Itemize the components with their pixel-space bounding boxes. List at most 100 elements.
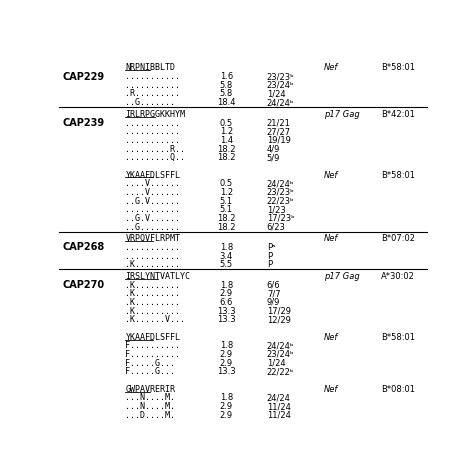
Text: CAP270: CAP270 [63, 280, 105, 290]
Text: NRPNIBBLTD: NRPNIBBLTD [125, 64, 175, 73]
Text: .K.........: .K......... [125, 307, 181, 316]
Text: 22/23ᵇ: 22/23ᵇ [267, 197, 294, 206]
Text: P: P [267, 260, 272, 269]
Text: ....V......: ....V...... [125, 179, 181, 188]
Text: 17/29: 17/29 [267, 307, 291, 316]
Text: 11/24: 11/24 [267, 402, 291, 411]
Text: .K.........: .K......... [125, 260, 181, 269]
Text: 1.8: 1.8 [220, 341, 233, 350]
Text: B*58:01: B*58:01 [381, 64, 415, 73]
Text: ...........: ........... [125, 72, 181, 81]
Text: 17/23ᵇ: 17/23ᵇ [267, 214, 294, 223]
Text: 2.9: 2.9 [220, 402, 233, 411]
Text: GWPAVRERIR: GWPAVRERIR [125, 385, 175, 394]
Text: 0.5: 0.5 [220, 179, 233, 188]
Text: 24/24ᵇ: 24/24ᵇ [267, 179, 294, 188]
Text: F.....G...: F.....G... [125, 367, 175, 376]
Text: ...........: ........... [125, 127, 181, 136]
Text: 1/24: 1/24 [267, 90, 285, 99]
Text: ....V......: ....V...... [125, 188, 181, 197]
Text: 19/19: 19/19 [267, 136, 291, 145]
Text: 22/22ᵇ: 22/22ᵇ [267, 367, 294, 376]
Text: 13.3: 13.3 [217, 307, 236, 316]
Text: 1.2: 1.2 [220, 188, 233, 197]
Text: 6/23: 6/23 [267, 223, 286, 232]
Text: 3.4: 3.4 [220, 252, 233, 261]
Text: .K......V...: .K......V... [125, 315, 185, 324]
Text: ...N....M.: ...N....M. [125, 393, 175, 402]
Text: 13.3: 13.3 [217, 367, 236, 376]
Text: 1.8: 1.8 [220, 393, 233, 402]
Text: B*58:01: B*58:01 [381, 171, 415, 180]
Text: 2.9: 2.9 [220, 350, 233, 359]
Text: P: P [267, 252, 272, 261]
Text: 4/9: 4/9 [267, 145, 280, 154]
Text: F..........: F.......... [125, 350, 181, 359]
Text: 2.9: 2.9 [220, 410, 233, 419]
Text: 2.9: 2.9 [220, 289, 233, 298]
Text: .........R..: .........R.. [125, 145, 185, 154]
Text: 18.4: 18.4 [217, 98, 236, 107]
Text: Nef: Nef [324, 171, 338, 180]
Text: 5.1: 5.1 [220, 197, 233, 206]
Text: .K.........: .K......... [125, 289, 181, 298]
Text: 7/7: 7/7 [267, 289, 281, 298]
Text: .R.........: .R......... [125, 90, 181, 99]
Text: p17 Gag: p17 Gag [324, 110, 359, 119]
Text: A*30:02: A*30:02 [381, 272, 415, 281]
Text: .K.........: .K......... [125, 281, 181, 290]
Text: 18.2: 18.2 [217, 214, 236, 223]
Text: ...........: ........... [125, 252, 181, 261]
Text: 5/9: 5/9 [267, 153, 280, 162]
Text: 27/27: 27/27 [267, 127, 291, 136]
Text: ..G.V......: ..G.V...... [125, 197, 181, 206]
Text: 1.8: 1.8 [220, 281, 233, 290]
Text: 6/6: 6/6 [267, 281, 281, 290]
Text: Nef: Nef [324, 234, 338, 243]
Text: .........Q..: .........Q.. [125, 153, 185, 162]
Text: 5.5: 5.5 [220, 260, 233, 269]
Text: Nef: Nef [324, 385, 338, 394]
Text: VRPQVFLRPMT: VRPQVFLRPMT [125, 234, 181, 243]
Text: ...........: ........... [125, 81, 181, 90]
Text: Pᵃ: Pᵃ [267, 243, 275, 252]
Text: Nef: Nef [324, 333, 338, 342]
Text: 5.8: 5.8 [220, 90, 233, 99]
Text: ..G.V......: ..G.V...... [125, 214, 181, 223]
Text: 18.2: 18.2 [217, 145, 236, 154]
Text: B*58:01: B*58:01 [381, 333, 415, 342]
Text: Nef: Nef [324, 64, 338, 73]
Text: B*42:01: B*42:01 [381, 110, 415, 119]
Text: 1.6: 1.6 [220, 72, 233, 81]
Text: 23/23ᵇ: 23/23ᵇ [267, 188, 294, 197]
Text: ...........: ........... [125, 205, 181, 214]
Text: 6.6: 6.6 [220, 298, 233, 307]
Text: ...........: ........... [125, 118, 181, 128]
Text: ...N....M.: ...N....M. [125, 402, 175, 411]
Text: ...D....M.: ...D....M. [125, 410, 175, 419]
Text: 21/21: 21/21 [267, 118, 291, 128]
Text: 0.5: 0.5 [220, 118, 233, 128]
Text: CAP239: CAP239 [63, 118, 105, 128]
Text: p17 Gag: p17 Gag [324, 272, 359, 281]
Text: B*07:02: B*07:02 [381, 234, 415, 243]
Text: CAP229: CAP229 [63, 72, 105, 82]
Text: 24/24ᵇ: 24/24ᵇ [267, 341, 294, 350]
Text: 23/24ᵇ: 23/24ᵇ [267, 81, 294, 90]
Text: F..........: F.......... [125, 341, 181, 350]
Text: 9/9: 9/9 [267, 298, 280, 307]
Text: 5.8: 5.8 [220, 81, 233, 90]
Text: 1/23: 1/23 [267, 205, 285, 214]
Text: 18.2: 18.2 [217, 153, 236, 162]
Text: IRSLYNTVATLYC: IRSLYNTVATLYC [125, 272, 191, 281]
Text: 11/24: 11/24 [267, 410, 291, 419]
Text: 24/24: 24/24 [267, 393, 291, 402]
Text: 1.8: 1.8 [220, 243, 233, 252]
Text: 13.3: 13.3 [217, 315, 236, 324]
Text: 1.4: 1.4 [220, 136, 233, 145]
Text: YKAAFDLSFFL: YKAAFDLSFFL [125, 333, 181, 342]
Text: 23/23ᵇ: 23/23ᵇ [267, 72, 294, 81]
Text: 12/29: 12/29 [267, 315, 291, 324]
Text: ...........: ........... [125, 243, 181, 252]
Text: F.....G...: F.....G... [125, 359, 175, 368]
